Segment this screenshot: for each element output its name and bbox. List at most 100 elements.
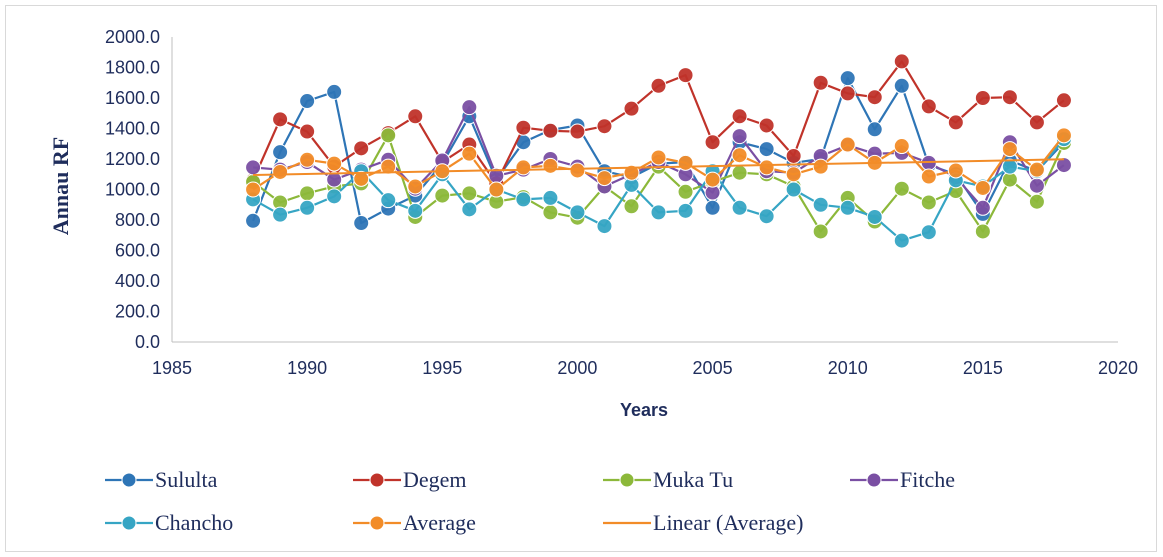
data-point-sululta <box>866 121 883 138</box>
data-point-sululta <box>704 199 721 216</box>
legend-label: Fitche <box>900 467 955 492</box>
data-point-sululta <box>758 141 775 158</box>
data-point-chancho <box>785 181 802 198</box>
x-tick-label: 2015 <box>963 358 1003 378</box>
data-point-fitche <box>245 159 262 176</box>
x-tick-label: 2010 <box>828 358 868 378</box>
data-point-chancho <box>596 218 613 235</box>
legend-swatch-marker <box>121 515 137 531</box>
x-tick-label: 2005 <box>693 358 733 378</box>
data-point-average <box>245 181 262 198</box>
chart-frame <box>5 5 1157 552</box>
data-point-chancho <box>839 199 856 216</box>
x-tick-label: 1990 <box>287 358 327 378</box>
data-point-average <box>353 170 370 187</box>
data-point-average <box>731 147 748 164</box>
data-point-chancho <box>893 232 910 249</box>
data-point-chancho <box>650 204 667 221</box>
data-point-average <box>974 179 991 196</box>
legend-label: Average <box>403 510 476 535</box>
data-point-degem <box>1055 92 1072 109</box>
data-point-degem <box>893 53 910 70</box>
data-point-degem <box>272 111 289 128</box>
data-point-average <box>650 149 667 166</box>
data-point-degem <box>1028 114 1045 131</box>
data-point-degem <box>920 98 937 115</box>
x-tick-labels: 1985 1990 1995 2000 2005 2010 2015 2020 <box>152 358 1138 378</box>
data-point-chancho <box>380 192 397 209</box>
data-point-average <box>947 162 964 179</box>
x-tick-label: 2000 <box>557 358 597 378</box>
data-point-muka-tu <box>974 223 991 240</box>
data-point-fitche <box>731 128 748 145</box>
data-point-chancho <box>461 201 478 218</box>
series-layer <box>245 53 1072 249</box>
data-point-muka-tu <box>380 127 397 144</box>
data-point-chancho <box>272 206 289 223</box>
data-point-average <box>1055 127 1072 144</box>
data-point-average <box>299 151 316 168</box>
data-point-fitche <box>461 99 478 116</box>
data-point-muka-tu <box>893 180 910 197</box>
legend-label: Linear (Average) <box>653 510 803 535</box>
data-point-degem <box>677 67 694 84</box>
data-point-fitche <box>326 171 343 188</box>
data-point-chancho <box>326 188 343 205</box>
data-point-average <box>812 158 829 175</box>
data-point-muka-tu <box>299 185 316 202</box>
data-point-degem <box>569 123 586 140</box>
legend-item-muka-tu: Muka Tu <box>603 467 733 492</box>
data-point-average <box>758 159 775 176</box>
legend-item-fitche: Fitche <box>850 467 955 492</box>
x-tick-label: 1985 <box>152 358 192 378</box>
data-point-muka-tu <box>434 187 451 204</box>
axes <box>171 37 1118 343</box>
y-tick-label: 0.0 <box>135 332 160 352</box>
y-tick-labels: 0.0 200.0 400.0 600.0 800.0 1000.0 1200.0 1400.… <box>105 27 160 352</box>
data-point-degem <box>407 108 424 125</box>
data-point-fitche <box>974 199 991 216</box>
y-tick-label: 800.0 <box>115 210 160 230</box>
data-point-chancho <box>866 208 883 225</box>
data-point-degem <box>731 108 748 125</box>
data-point-muka-tu <box>920 194 937 211</box>
data-point-chancho <box>758 208 775 225</box>
data-point-degem <box>596 118 613 135</box>
data-point-average <box>407 178 424 195</box>
data-point-degem <box>650 77 667 94</box>
data-point-average <box>785 166 802 183</box>
data-point-average <box>461 145 478 162</box>
y-tick-label: 1200.0 <box>105 149 160 169</box>
data-point-chancho <box>920 224 937 241</box>
legend-swatch-marker <box>619 472 635 488</box>
data-point-muka-tu <box>731 164 748 181</box>
data-point-chancho <box>515 191 532 208</box>
data-point-degem <box>812 74 829 91</box>
y-tick-label: 600.0 <box>115 241 160 261</box>
legend-label: Sululta <box>155 467 218 492</box>
data-point-sululta <box>326 83 343 100</box>
data-point-degem <box>839 85 856 102</box>
data-point-average <box>380 158 397 175</box>
data-point-degem <box>974 90 991 106</box>
data-point-chancho <box>731 199 748 216</box>
data-point-average <box>272 163 289 180</box>
data-point-fitche <box>1028 177 1045 194</box>
data-point-average <box>1028 161 1045 178</box>
data-point-chancho <box>677 202 694 219</box>
data-point-average <box>596 170 613 187</box>
data-point-muka-tu <box>677 183 694 200</box>
data-point-sululta <box>839 70 856 87</box>
data-point-average <box>515 159 532 176</box>
data-point-average <box>677 154 694 171</box>
data-point-chancho <box>1001 158 1018 175</box>
x-tick-label: 2020 <box>1098 358 1138 378</box>
y-tick-label: 1800.0 <box>105 58 160 78</box>
series-average <box>245 127 1072 198</box>
data-point-chancho <box>542 189 559 206</box>
data-point-muka-tu <box>542 204 559 221</box>
series-chancho <box>245 131 1072 249</box>
data-point-chancho <box>569 204 586 221</box>
data-point-degem <box>785 147 802 164</box>
